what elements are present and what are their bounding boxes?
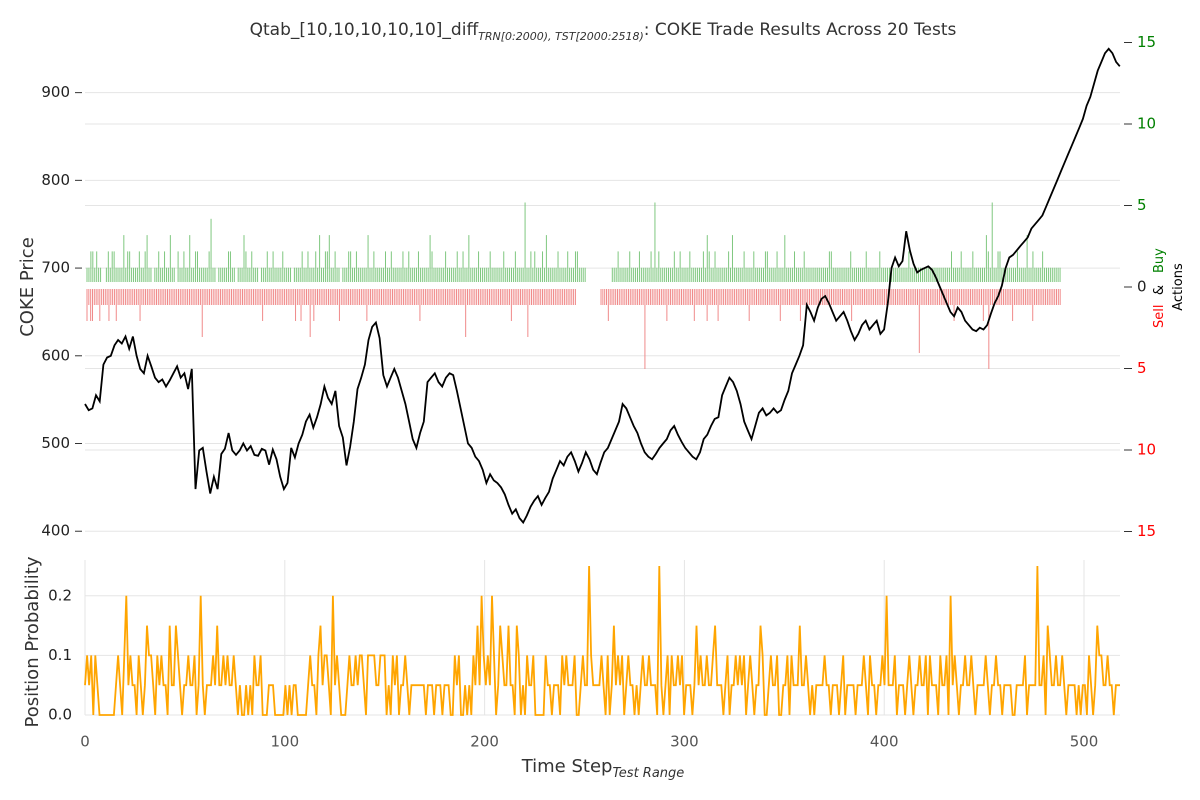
chart-title-subscript: TRN[0:2000), TST[2000:2518) xyxy=(478,30,644,43)
x-tick-label: 300 xyxy=(670,733,699,751)
prob-tick-label: 0.0 xyxy=(48,706,72,724)
action-bars-layer xyxy=(86,202,1061,369)
prob-tick-label: 0.2 xyxy=(48,586,72,604)
sell-tick-label: 5 xyxy=(1137,359,1147,377)
x-tick-label: 0 xyxy=(80,733,90,751)
ticks-layer: 400 500 600 700 800 900 0 5 10 15 5 10 15 0.0 0.1 0.2 0 1… xyxy=(41,33,1156,751)
price-tick-label: 800 xyxy=(41,171,70,189)
lines-layer xyxy=(84,47,1121,716)
actions-label-sell: Sell xyxy=(1152,305,1167,328)
price-tick-label: 900 xyxy=(41,83,70,101)
buy-tick-label: 0 xyxy=(1137,278,1147,296)
price-ylabel: COKE Price xyxy=(17,237,38,337)
x-axis-label-main: Time Step xyxy=(521,756,613,777)
actions-label-buy: Buy xyxy=(1152,248,1167,273)
buy-tick-label: 15 xyxy=(1137,33,1156,51)
x-tick-label: 100 xyxy=(270,733,299,751)
price-tick-label: 400 xyxy=(41,522,70,540)
prob-ylabel: Position Probability xyxy=(22,556,43,727)
x-axis-label: Time StepTest Range xyxy=(521,756,685,781)
sell-tick-label: 15 xyxy=(1137,522,1156,540)
price-line xyxy=(84,47,1121,525)
chart-title: Qtab_[10,10,10,10,10]_diffTRN[0:2000), T… xyxy=(250,20,957,43)
actions-label-amp: & xyxy=(1152,285,1167,295)
x-axis-label-sub: Test Range xyxy=(612,766,684,781)
x-tick-label: 200 xyxy=(470,733,499,751)
x-tick-label: 400 xyxy=(870,733,899,751)
buy-tick-label: 5 xyxy=(1137,196,1147,214)
grid-layer xyxy=(84,92,1120,716)
chart-title-prefix: Qtab_[10,10,10,10,10]_diff xyxy=(250,20,480,40)
buy-tick-label: 10 xyxy=(1137,115,1156,133)
prob-tick-label: 0.1 xyxy=(48,646,72,664)
price-tick-label: 700 xyxy=(41,259,70,277)
actions-label: Actions xyxy=(1171,263,1186,311)
price-tick-label: 500 xyxy=(41,434,70,452)
sell-tick-label: 10 xyxy=(1137,441,1156,459)
price-tick-label: 600 xyxy=(41,346,70,364)
chart-title-suffix: : COKE Trade Results Across 20 Tests xyxy=(644,20,957,40)
probability-line xyxy=(84,565,1120,716)
x-tick-label: 500 xyxy=(1070,733,1099,751)
